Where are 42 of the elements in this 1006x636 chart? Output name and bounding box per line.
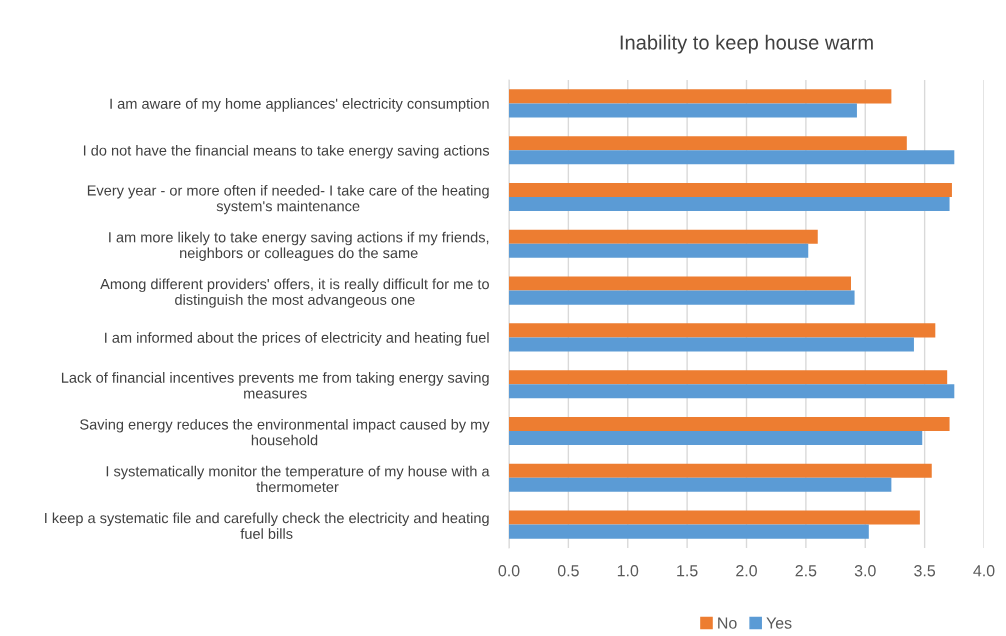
bar bbox=[509, 337, 914, 352]
x-tick-label: 0.5 bbox=[557, 565, 579, 577]
y-tick-label: I keep a systematic file and carefully check the electricity and heating fuel bills bbox=[45, 512, 489, 539]
bar bbox=[509, 384, 955, 399]
bar bbox=[509, 431, 923, 446]
x-tick-label: 2.0 bbox=[736, 565, 757, 577]
bar bbox=[509, 136, 907, 151]
y-tick-label: Lack of financial incentives prevents me from taking energy saving measures bbox=[61, 372, 489, 399]
y-tick-label: I systematically monitor the temperature of my house with a thermometer bbox=[106, 465, 490, 493]
bar bbox=[509, 510, 920, 525]
x-tick-label: 3.0 bbox=[854, 565, 876, 577]
bar bbox=[509, 370, 948, 385]
y-tick-label: I am aware of my home appliances' electricity consumption bbox=[110, 98, 489, 112]
x-tick-label: 4.0 bbox=[973, 565, 995, 577]
bar bbox=[509, 290, 855, 305]
y-tick-label: I do not have the financial means to take energy saving actions bbox=[83, 144, 490, 159]
bar bbox=[509, 416, 950, 431]
x-tick-label: 1.0 bbox=[617, 565, 639, 577]
x-tick-label: 0.0 bbox=[498, 565, 520, 577]
bar bbox=[509, 89, 892, 104]
y-tick-label: Saving energy reduces the environmental impact caused by my household bbox=[80, 418, 490, 446]
bar bbox=[509, 276, 851, 291]
y-tick-label: Every year - or more often if needed- I take care of the heating system's maintenance bbox=[87, 184, 489, 215]
bar bbox=[509, 182, 952, 197]
legend-label: Yes bbox=[766, 617, 792, 629]
bar bbox=[509, 197, 950, 212]
chart-title: Inability to keep house warm bbox=[620, 34, 873, 54]
x-tick-label: 1.5 bbox=[677, 565, 698, 577]
legend-label: No bbox=[718, 617, 737, 629]
bar bbox=[509, 323, 936, 338]
bar bbox=[509, 150, 955, 165]
y-tick-label: I am informed about the prices of electricity and heating fuel bbox=[105, 332, 489, 346]
bar bbox=[509, 103, 857, 118]
x-tick-label: 2.5 bbox=[795, 565, 817, 577]
bar bbox=[509, 463, 932, 478]
bar bbox=[509, 477, 892, 492]
bar bbox=[509, 229, 818, 244]
bar bbox=[509, 524, 869, 539]
y-tick-label: I am more likely to take energy saving actions if my friends, neighbors or colleagues do the same bbox=[109, 231, 489, 262]
y-tick-label: Among different providers' offers, it is really difficult for me to distinguish the most advangeous one bbox=[100, 278, 489, 308]
bar bbox=[509, 243, 809, 258]
x-tick-label: 3.5 bbox=[914, 565, 936, 577]
